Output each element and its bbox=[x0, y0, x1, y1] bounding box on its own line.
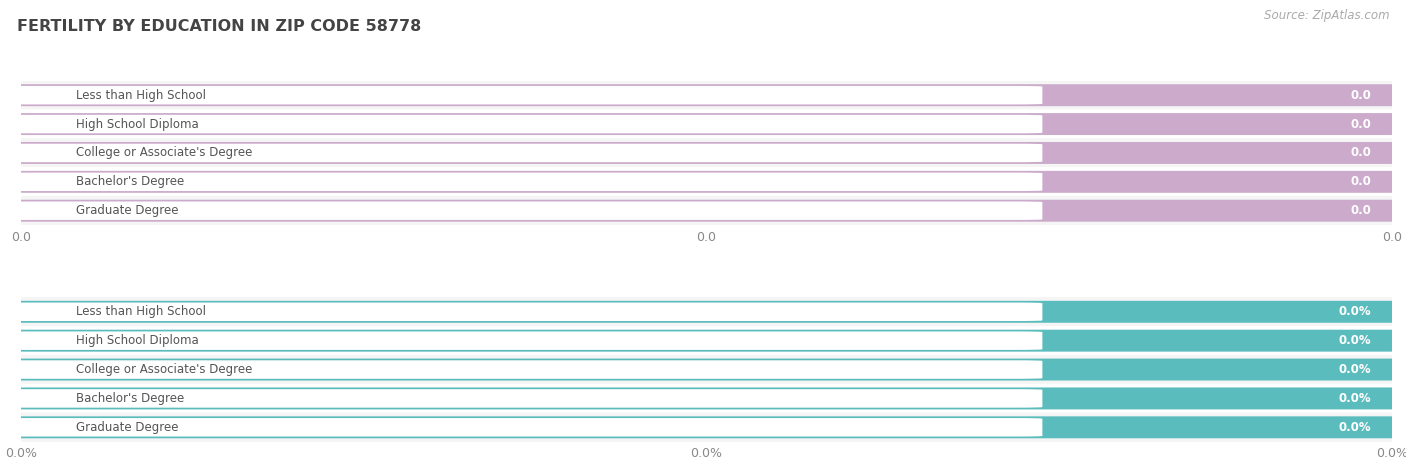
FancyBboxPatch shape bbox=[0, 115, 1042, 133]
FancyBboxPatch shape bbox=[0, 330, 1406, 352]
FancyBboxPatch shape bbox=[0, 172, 1042, 191]
FancyBboxPatch shape bbox=[0, 201, 1042, 220]
FancyBboxPatch shape bbox=[7, 80, 1406, 110]
FancyBboxPatch shape bbox=[7, 384, 1406, 413]
Text: Graduate Degree: Graduate Degree bbox=[76, 421, 179, 434]
Text: Less than High School: Less than High School bbox=[76, 305, 205, 318]
FancyBboxPatch shape bbox=[7, 297, 1406, 326]
FancyBboxPatch shape bbox=[0, 303, 1042, 321]
FancyBboxPatch shape bbox=[0, 113, 1406, 135]
FancyBboxPatch shape bbox=[0, 361, 1042, 379]
FancyBboxPatch shape bbox=[7, 109, 1406, 139]
Text: Source: ZipAtlas.com: Source: ZipAtlas.com bbox=[1264, 10, 1389, 22]
FancyBboxPatch shape bbox=[0, 359, 1406, 380]
Text: 0.0%: 0.0% bbox=[1339, 363, 1371, 376]
Text: Bachelor's Degree: Bachelor's Degree bbox=[76, 392, 184, 405]
Text: 0.0: 0.0 bbox=[1351, 146, 1371, 160]
FancyBboxPatch shape bbox=[0, 332, 1042, 350]
Text: 0.0: 0.0 bbox=[1351, 89, 1371, 102]
Text: High School Diploma: High School Diploma bbox=[76, 334, 198, 347]
Text: Bachelor's Degree: Bachelor's Degree bbox=[76, 175, 184, 188]
FancyBboxPatch shape bbox=[7, 326, 1406, 355]
Text: College or Associate's Degree: College or Associate's Degree bbox=[76, 146, 252, 160]
FancyBboxPatch shape bbox=[7, 196, 1406, 226]
FancyBboxPatch shape bbox=[0, 84, 1406, 106]
FancyBboxPatch shape bbox=[0, 388, 1406, 409]
Text: 0.0%: 0.0% bbox=[1339, 305, 1371, 318]
FancyBboxPatch shape bbox=[0, 200, 1406, 222]
Text: FERTILITY BY EDUCATION IN ZIP CODE 58778: FERTILITY BY EDUCATION IN ZIP CODE 58778 bbox=[17, 19, 422, 34]
FancyBboxPatch shape bbox=[0, 142, 1406, 164]
Text: High School Diploma: High School Diploma bbox=[76, 118, 198, 131]
FancyBboxPatch shape bbox=[7, 167, 1406, 197]
FancyBboxPatch shape bbox=[7, 138, 1406, 168]
Text: Graduate Degree: Graduate Degree bbox=[76, 204, 179, 217]
Text: 0.0: 0.0 bbox=[1351, 175, 1371, 188]
Text: 0.0: 0.0 bbox=[1351, 118, 1371, 131]
FancyBboxPatch shape bbox=[7, 355, 1406, 384]
FancyBboxPatch shape bbox=[0, 301, 1406, 323]
Text: 0.0%: 0.0% bbox=[1339, 334, 1371, 347]
FancyBboxPatch shape bbox=[0, 171, 1406, 193]
Text: 0.0%: 0.0% bbox=[1339, 421, 1371, 434]
FancyBboxPatch shape bbox=[7, 413, 1406, 442]
Text: College or Associate's Degree: College or Associate's Degree bbox=[76, 363, 252, 376]
FancyBboxPatch shape bbox=[0, 144, 1042, 162]
Text: Less than High School: Less than High School bbox=[76, 89, 205, 102]
Text: 0.0: 0.0 bbox=[1351, 204, 1371, 217]
FancyBboxPatch shape bbox=[0, 418, 1042, 437]
Text: 0.0%: 0.0% bbox=[1339, 392, 1371, 405]
FancyBboxPatch shape bbox=[0, 389, 1042, 408]
FancyBboxPatch shape bbox=[0, 416, 1406, 438]
FancyBboxPatch shape bbox=[0, 86, 1042, 104]
